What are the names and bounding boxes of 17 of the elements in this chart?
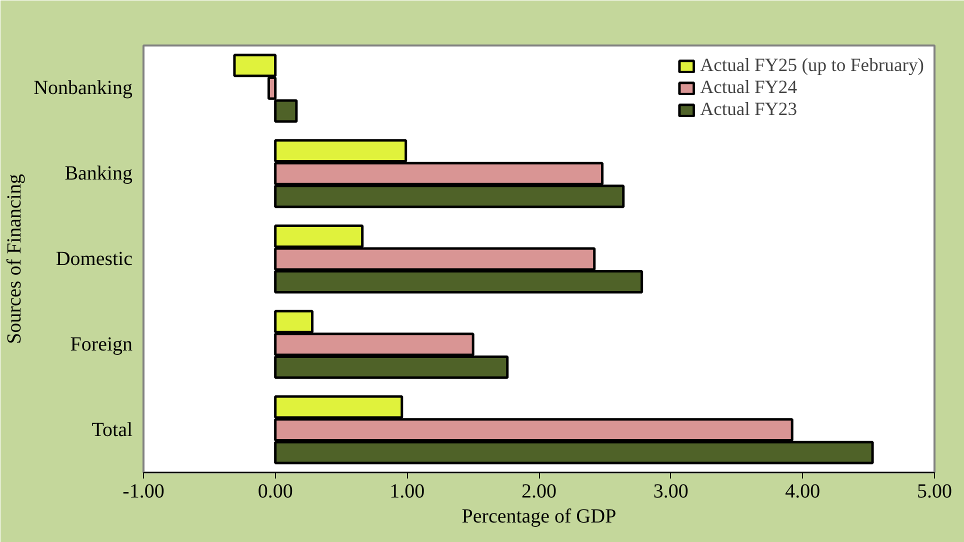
y-tick-label: Total (92, 418, 133, 441)
legend-label: Actual FY25 (up to February) (700, 55, 924, 77)
y-tick-label: Banking (64, 162, 133, 185)
y-tick-label: Nonbanking (34, 77, 133, 100)
y-tick-label: Foreign (70, 333, 132, 356)
x-tick-label: 3.00 (653, 480, 688, 502)
x-axis-title: Percentage of GDP (462, 506, 616, 528)
y-axis-title: Sources of Financing (4, 174, 26, 344)
x-tick-label: -1.00 (122, 480, 164, 502)
legend-label: Actual FY24 (700, 77, 798, 99)
x-tick-label: 2.00 (522, 480, 556, 502)
x-tick-label: 0.00 (258, 480, 293, 502)
y-tick-label: Domestic (56, 248, 133, 270)
legend-label: Actual FY23 (700, 99, 798, 121)
x-tick-label: 1.00 (390, 480, 425, 502)
x-tick-label: 4.00 (785, 480, 820, 502)
x-tick-label: 5.00 (917, 480, 952, 502)
